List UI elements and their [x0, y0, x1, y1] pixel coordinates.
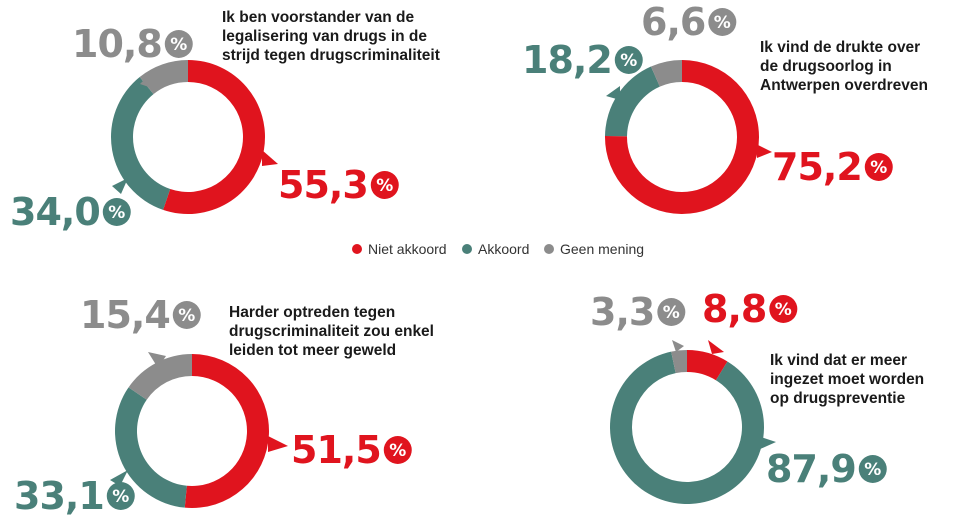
legend-swatch-niet-akkoord [352, 244, 362, 254]
callout-pointer [708, 340, 724, 354]
callout-pointer [110, 470, 128, 486]
slice-akkoord [610, 351, 765, 504]
data-label-akkoord: 33,1 [14, 474, 104, 518]
slice-akkoord [605, 66, 660, 137]
data-label-akkoord: 18,2 [522, 38, 612, 82]
slice-niet-akkoord [687, 350, 728, 381]
percent-badge [106, 482, 135, 510]
percent-sign: % [775, 300, 792, 320]
percent-badge [864, 153, 893, 181]
percent-sign: % [112, 487, 129, 507]
callout-pointer [758, 436, 776, 450]
percent-sign: % [714, 13, 731, 33]
percent-badge [769, 295, 798, 323]
slice-niet-akkoord [184, 354, 269, 508]
slice-niet-akkoord [163, 60, 265, 214]
percent-sign: % [170, 35, 187, 55]
percent-sign: % [663, 303, 680, 323]
percent-badge [708, 8, 737, 36]
percent-badge [164, 30, 193, 58]
data-label-akkoord: 87,9 [766, 447, 856, 491]
percent-badge [172, 301, 201, 329]
legend-label-geen-mening: Geen mening [560, 241, 644, 257]
donut-chart: Ik vind de drukte over de drugsoorlog in A… [522, 0, 928, 214]
donut-chart: Ik ben voorstander van de legalisering va… [10, 9, 440, 234]
data-label-geen-mening: 6,6 [641, 0, 705, 44]
callout-pointer [672, 340, 684, 352]
callout-pointer [606, 86, 620, 100]
callout-pointer [112, 178, 128, 194]
callout-pointer [262, 150, 278, 166]
data-label-niet-akkoord: 8,8 [702, 287, 766, 331]
donut-chart: Harder optreden tegen drugscriminaliteit … [14, 293, 434, 518]
chart-title: Ik ben voorstander van de legalisering va… [222, 9, 440, 64]
percent-sign: % [389, 441, 406, 461]
chart-title: Ik vind de drukte over de drugsoorlog in A… [760, 39, 928, 94]
percent-badge [370, 171, 399, 199]
data-label-niet-akkoord: 55,3 [278, 163, 368, 207]
percent-sign: % [376, 176, 393, 196]
callout-pointer [140, 74, 152, 88]
data-label-akkoord: 34,0 [10, 190, 100, 234]
percent-badge [614, 46, 643, 74]
slice-geen-mening [671, 350, 687, 374]
percent-badge [657, 298, 686, 326]
donut-chart: Ik vind dat er meer ingezet moet worden op… [590, 287, 924, 504]
chart-title: Ik vind dat er meer ingezet moet worden op… [770, 352, 924, 407]
legend-swatch-akkoord [462, 244, 472, 254]
callout-pointer [268, 436, 288, 452]
legend: Niet akkoord Akkoord Geen mening [352, 241, 644, 257]
percent-sign: % [620, 51, 637, 71]
percent-sign: % [864, 460, 881, 480]
slice-akkoord [115, 387, 187, 508]
percent-sign: % [178, 306, 195, 326]
legend-swatch-geen-mening [544, 244, 554, 254]
percent-badge [383, 436, 412, 464]
callout-pointer [756, 144, 772, 158]
slice-geen-mening [139, 60, 188, 95]
legend-label-akkoord: Akkoord [478, 241, 529, 257]
percent-badge [858, 455, 887, 483]
data-label-geen-mening: 3,3 [590, 290, 654, 334]
data-label-geen-mening: 15,4 [80, 293, 170, 337]
data-label-niet-akkoord: 75,2 [772, 145, 862, 189]
callout-pointer [658, 62, 672, 80]
slice-geen-mening [128, 354, 192, 400]
chart-title: Harder optreden tegen drugscriminaliteit … [229, 304, 434, 359]
callout-pointer [148, 352, 166, 368]
slice-akkoord [110, 77, 171, 210]
percent-badge [102, 198, 131, 226]
legend-label-niet-akkoord: Niet akkoord [368, 241, 447, 257]
percent-sign: % [870, 158, 887, 178]
data-label-geen-mening: 10,8 [72, 22, 162, 66]
percent-sign: % [108, 203, 125, 223]
data-label-niet-akkoord: 51,5 [291, 428, 381, 472]
